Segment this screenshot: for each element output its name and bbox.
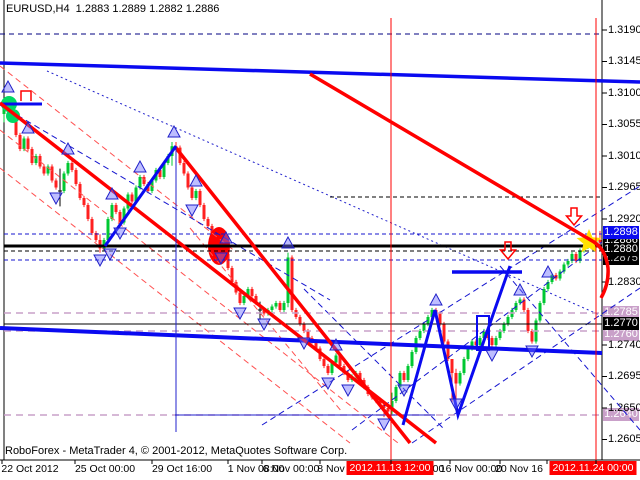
fractal-arrow-up-icon — [513, 282, 527, 296]
price-label: 1.2695 — [608, 370, 640, 382]
fractal-arrow-down-icon — [257, 318, 271, 332]
red-trend-upper[interactable] — [309, 72, 610, 299]
time-label: 1 Nov 08:00 — [227, 463, 285, 475]
time-label: 20 Nov 16 — [495, 463, 543, 475]
fractal-arrow-down-icon — [297, 337, 311, 351]
blue-zigzag-right[interactable] — [401, 265, 512, 426]
fractal-arrow-down-icon — [321, 377, 335, 391]
blue-support-trend[interactable] — [0, 326, 603, 355]
price-label: 1.2830 — [608, 275, 640, 288]
price-label: 1.2740 — [608, 338, 640, 351]
fractal-arrow-up-icon — [167, 124, 181, 138]
blue-dashed-rising-1[interactable] — [261, 185, 640, 426]
time-label: 8 Nov — [317, 463, 345, 475]
price-badge: 1.2640 — [603, 408, 639, 421]
fractal-arrow-down-icon — [113, 227, 127, 241]
blue-zigzag-left[interactable] — [103, 145, 178, 247]
red-bracket-icon — [20, 90, 32, 101]
fractal-arrow-down-icon — [185, 204, 199, 218]
blue-resistance-trend[interactable] — [0, 61, 640, 84]
red-trend-steep[interactable] — [174, 146, 412, 445]
price-badge: 1.2760 — [603, 328, 639, 341]
price-label: 1.3010 — [608, 149, 640, 162]
fractal-arrow-down-icon — [103, 248, 117, 262]
time-badge: 2012.11.24 00:00 — [549, 461, 637, 475]
red-dashed-channel-1[interactable] — [0, 129, 399, 444]
time-label: 6 Nov 00:00 — [262, 463, 320, 475]
price-label: 1.3190 — [608, 23, 640, 36]
time-badge: 2012.11.13 12:00 — [346, 461, 434, 475]
fractal-arrow-down-icon — [377, 418, 391, 432]
price-label: 1.2605 — [608, 433, 640, 445]
blue-dashed-falling-1[interactable] — [499, 265, 640, 431]
fractal-arrow-up-icon — [133, 159, 147, 173]
price-label: 1.2965 — [608, 181, 640, 193]
blue-dashed-rising-2[interactable] — [411, 287, 640, 444]
blue-dashed-left[interactable] — [0, 104, 331, 301]
time-label: 25 Oct 00:00 — [74, 463, 136, 475]
fractal-arrow-down-icon — [449, 398, 463, 412]
fractal-arrow-up-icon — [61, 141, 75, 155]
time-label: 22 Oct 2012 — [1, 463, 59, 475]
price-label: 1.2920 — [608, 212, 640, 225]
fractal-arrow-up-icon — [21, 120, 35, 134]
fractal-arrow-up-icon — [329, 337, 343, 351]
price-badge: 1.2880 — [603, 243, 639, 256]
copyright-text: RoboForex - MetaTrader 4, © 2001-2012, M… — [5, 445, 348, 457]
price-badge: 1.2770 — [603, 317, 639, 330]
candles — [2, 96, 602, 418]
price-badge: 1.2785 — [603, 306, 639, 319]
fractal-arrow-down-icon — [214, 252, 228, 266]
price-label: 1.3100 — [608, 86, 640, 99]
fractal-arrow-up-icon — [105, 186, 119, 200]
price-label: 1.3055 — [608, 118, 640, 130]
red-dashed-channel-0[interactable] — [0, 65, 237, 253]
fractal-arrow-up-icon — [281, 235, 295, 249]
fractal-arrow-up-icon — [1, 79, 15, 93]
blue-dashed-rising-3[interactable] — [351, 241, 603, 431]
time-label: 16 Nov 00:00 — [439, 463, 503, 475]
fractal-arrow-down-icon — [93, 254, 107, 268]
time-label: 29 Oct 16:00 — [151, 463, 213, 475]
fractal-arrow-down-icon — [341, 384, 355, 398]
red-dashed-channel-2[interactable] — [0, 167, 351, 444]
fractal-arrow-down-icon — [233, 307, 247, 321]
fractal-arrow-up-icon — [219, 230, 233, 244]
blue-rectangle[interactable] — [476, 315, 490, 351]
fractal-arrow-up-icon — [189, 173, 203, 187]
fractal-arrow-down-icon — [49, 192, 63, 206]
blue-dotted-trend[interactable] — [46, 70, 603, 317]
price-label: 1.3145 — [608, 55, 640, 67]
fractal-arrow-down-icon — [485, 349, 499, 363]
fractal-arrow-up-icon — [541, 264, 555, 278]
red-arrow-down-icon[interactable] — [564, 207, 584, 227]
fractal-arrow-down-icon — [397, 384, 411, 398]
red-arrow-down-icon[interactable] — [498, 241, 518, 261]
chart-title: EURUSD,H4 1.2883 1.2889 1.2882 1.2886 — [6, 3, 220, 15]
price-label: 1.2650 — [608, 401, 640, 414]
fractal-arrow-down-icon — [525, 345, 539, 359]
blue-dashed-falling-2[interactable] — [303, 288, 446, 431]
price-badge: 1.2898 — [603, 226, 639, 239]
fractal-arrow-up-icon — [429, 292, 443, 306]
